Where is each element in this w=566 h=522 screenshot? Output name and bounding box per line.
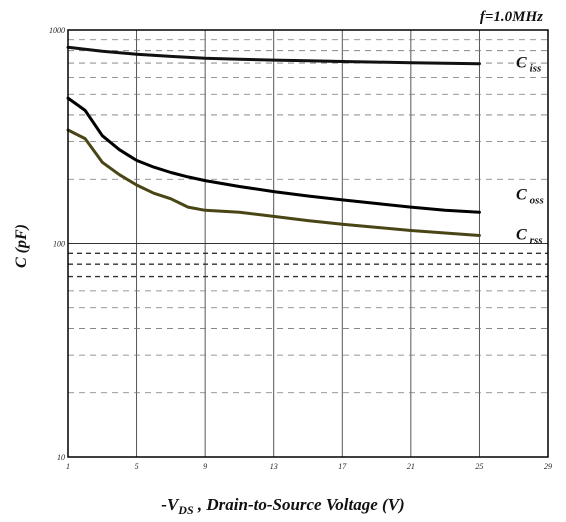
series-label-main: C <box>516 55 527 72</box>
x-tick-label: 9 <box>203 462 207 471</box>
x-tick-label: 17 <box>338 462 347 471</box>
series-label-sub: iss <box>530 63 542 75</box>
y-axis-label: C (pF) <box>13 224 30 268</box>
y-tick-label: 10 <box>57 453 65 462</box>
x-tick-label: 29 <box>544 462 552 471</box>
x-axis-label-suffix: , Drain-to-Source Voltage (V) <box>194 495 405 514</box>
frequency-annotation: f=1.0MHz <box>480 9 543 25</box>
x-tick-label: 25 <box>475 462 483 471</box>
series-label-sub: oss <box>530 194 544 206</box>
grid <box>67 29 549 458</box>
series-label-sub: rss <box>530 235 543 247</box>
y-tick-label: 1000 <box>49 26 65 35</box>
x-tick-label: 1 <box>66 462 70 471</box>
x-tick-label: 5 <box>135 462 139 471</box>
x-tick-label: 13 <box>270 462 278 471</box>
x-axis-label-subscript: DS <box>177 503 194 517</box>
plot-frame <box>67 29 549 458</box>
x-axis-label-prefix: -V <box>161 495 180 514</box>
series-label-main: C <box>516 227 527 244</box>
series-lines <box>66 45 481 237</box>
series-line-iss <box>66 45 481 66</box>
series-label-main: C <box>516 186 527 203</box>
x-tick-label: 21 <box>407 462 415 471</box>
tick-labels: 1 5 9 13 17 21 25 29 10 100 1000 <box>49 26 552 471</box>
x-axis-label: -VDS , Drain-to-Source Voltage (V) <box>161 495 404 517</box>
series-line-rss <box>66 128 481 237</box>
series-line-oss <box>66 96 481 214</box>
y-tick-label: 100 <box>53 240 65 249</box>
